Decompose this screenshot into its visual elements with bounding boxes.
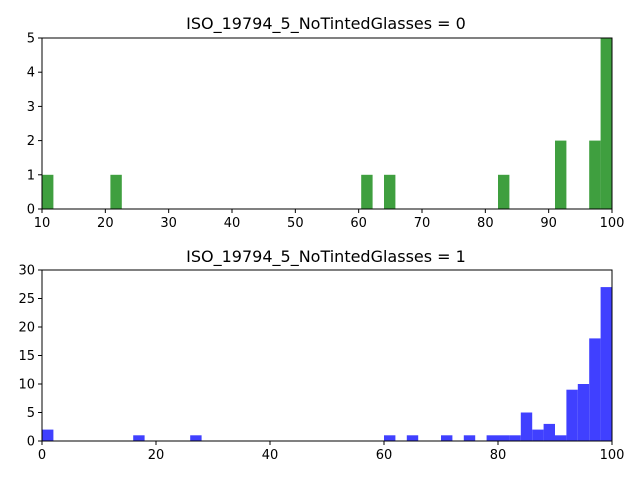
bar-group: [42, 38, 612, 209]
y-tick-label: 5: [27, 32, 35, 47]
histogram-bar: [384, 174, 396, 209]
x-tick-label: 90: [540, 216, 557, 231]
x-tick-label: 10: [34, 216, 51, 231]
x-tick-label: 80: [490, 448, 507, 463]
y-tick-label: 0: [27, 435, 35, 450]
y-tick-label: 4: [27, 66, 35, 81]
x-tick-label: 20: [148, 448, 165, 463]
y-tick-label: 30: [18, 264, 35, 279]
x-tick-label: 60: [376, 448, 393, 463]
x-axis-ticks: 10 20 30 40 50 60 70 80 90 100: [34, 209, 625, 231]
histogram-bar: [589, 338, 601, 441]
histogram-bar: [532, 429, 544, 441]
histogram-bar: [463, 435, 476, 441]
histogram-bar: [509, 435, 521, 441]
y-tick-label: 15: [18, 349, 35, 364]
chart-title: ISO_19794_5_NoTintedGlasses = 0: [186, 14, 466, 34]
x-tick-label: 60: [350, 216, 367, 231]
histogram-bar: [577, 384, 590, 441]
histogram-bar: [42, 174, 54, 209]
y-axis-ticks: 0 1 2 3 4 5: [27, 32, 42, 218]
x-tick-label: 30: [160, 216, 177, 231]
plot-frame: [41, 37, 613, 210]
y-tick-label: 3: [27, 100, 35, 115]
bar-group: [42, 287, 612, 441]
histogram-bar: [42, 429, 54, 441]
histogram-bar: [555, 435, 567, 441]
chart-title: ISO_19794_5_NoTintedGlasses = 1: [186, 247, 466, 267]
y-tick-label: 0: [27, 203, 35, 218]
x-tick-label: 40: [262, 448, 279, 463]
histogram-bar: [520, 412, 533, 441]
histogram-bar: [555, 140, 567, 209]
x-tick-label: 40: [224, 216, 241, 231]
histogram-bar: [406, 435, 419, 441]
x-tick-label: 80: [477, 216, 494, 231]
y-axis-ticks: 0 5 10 15 20 25 30: [18, 264, 42, 450]
y-tick-label: 2: [27, 134, 35, 149]
histogram-bar: [498, 174, 510, 209]
y-tick-label: 20: [18, 321, 35, 336]
y-tick-label: 5: [27, 406, 35, 421]
y-tick-label: 1: [27, 168, 35, 183]
histogram-panel-top: ISO_19794_5_NoTintedGlasses = 0 10 20 30 40…: [27, 14, 625, 231]
histogram-bar: [589, 140, 601, 209]
histogram-bar: [133, 435, 145, 441]
histogram-bar: [600, 38, 612, 209]
histogram-bar: [384, 435, 396, 441]
y-tick-label: 10: [18, 378, 35, 393]
histogram-bar: [441, 435, 453, 441]
x-tick-label: 70: [414, 216, 431, 231]
histogram-bar: [361, 174, 373, 209]
histogram-bar: [600, 287, 612, 441]
x-tick-label: 50: [287, 216, 304, 231]
x-axis-ticks: 0 20 40 60 80 100: [38, 441, 625, 463]
plot-frame: [41, 269, 613, 442]
histogram-bar: [543, 423, 555, 441]
x-tick-label: 0: [38, 448, 46, 463]
histogram-bar: [190, 435, 202, 441]
histogram-bar: [486, 435, 498, 441]
histogram-panel-bottom: ISO_19794_5_NoTintedGlasses = 1 0 20 40 60 8…: [18, 247, 624, 463]
histogram-bar: [110, 174, 122, 209]
histogram-bar: [498, 435, 510, 441]
histogram-bar: [566, 389, 578, 441]
y-tick-label: 25: [18, 292, 35, 307]
x-tick-label: 100: [600, 448, 625, 463]
x-tick-label: 100: [600, 216, 625, 231]
x-tick-label: 20: [97, 216, 114, 231]
